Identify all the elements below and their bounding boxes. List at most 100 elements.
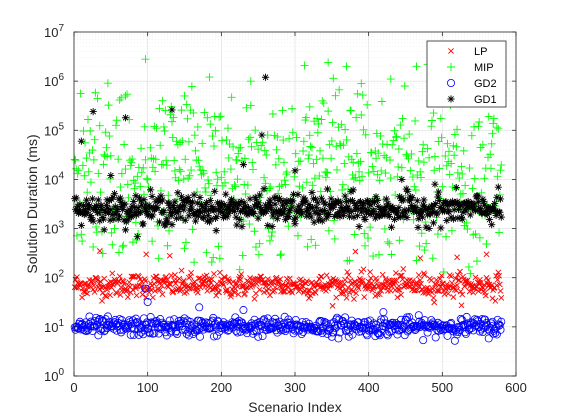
point-mip [78, 237, 87, 246]
point-gd2 [367, 321, 376, 330]
point-gd1 [425, 224, 433, 233]
point-gd1 [176, 203, 184, 211]
point-mip [458, 189, 467, 198]
point-gd2 [374, 329, 383, 338]
point-gd1 [227, 197, 235, 205]
point-gd2 [131, 314, 140, 323]
point-mip [307, 235, 316, 244]
point-lp [485, 277, 491, 284]
point-gd1 [367, 201, 375, 209]
point-gd1 [239, 161, 248, 169]
x-tick-label: 200 [210, 380, 232, 395]
point-gd1 [126, 206, 134, 214]
point-gd1 [306, 210, 314, 218]
point-gd2 [313, 326, 322, 335]
point-gd1 [303, 204, 312, 212]
point-gd1 [168, 221, 176, 229]
point-mip [201, 188, 210, 197]
point-mip [220, 167, 229, 176]
point-mip [267, 232, 276, 241]
point-mip [330, 216, 339, 225]
point-gd1 [205, 206, 213, 214]
point-mip [373, 170, 382, 179]
point-lp [429, 289, 435, 296]
point-gd2 [495, 321, 504, 330]
point-gd2 [262, 318, 271, 327]
point-gd1 [355, 222, 363, 231]
point-gd1 [101, 207, 109, 215]
point-mip [302, 113, 311, 122]
point-gd1 [354, 212, 362, 220]
point-gd1 [426, 210, 435, 218]
point-lp [89, 277, 96, 284]
point-lp [458, 302, 465, 309]
point-mip [478, 140, 487, 149]
point-gd1 [308, 188, 316, 197]
point-mip [400, 81, 409, 90]
legend-label-gd2: GD2 [474, 78, 497, 90]
point-gd1 [237, 197, 245, 205]
point-gd1 [364, 198, 372, 206]
point-lp [337, 285, 343, 292]
point-gd1 [143, 207, 151, 215]
y-tick-exponent: 7 [58, 23, 64, 34]
point-gd1 [130, 197, 138, 205]
point-mip [260, 173, 269, 182]
point-gd1 [282, 200, 290, 208]
point-mip [260, 146, 269, 155]
point-gd2 [233, 328, 242, 337]
point-mip [128, 155, 137, 164]
point-mip [416, 167, 425, 176]
point-mip [423, 144, 432, 153]
point-gd1 [96, 203, 105, 211]
point-mip [314, 119, 323, 128]
point-lp [457, 268, 463, 275]
point-gd1 [384, 199, 392, 207]
point-gd1 [491, 199, 499, 208]
point-mip [450, 130, 459, 139]
point-mip [273, 132, 282, 141]
point-mip [325, 140, 334, 149]
point-gd2 [145, 328, 154, 337]
point-mip [222, 135, 231, 144]
point-gd1 [188, 206, 196, 214]
point-gd1 [454, 214, 462, 222]
point-lp [393, 277, 400, 284]
point-mip [202, 248, 211, 257]
point-mip [392, 132, 401, 141]
y-tick-exponent: 1 [58, 318, 64, 329]
point-mip [315, 171, 324, 180]
point-gd2 [112, 326, 121, 335]
point-gd1 [286, 207, 294, 215]
point-lp [367, 275, 374, 282]
point-mip [131, 179, 140, 188]
point-gd1 [284, 212, 292, 220]
point-lp [437, 275, 444, 282]
point-gd1 [77, 137, 85, 145]
point-gd1 [281, 205, 289, 213]
point-mip [90, 135, 99, 144]
point-gd1 [305, 200, 313, 209]
point-lp [426, 287, 432, 294]
legend-marker-gd2 [446, 79, 455, 88]
point-gd1 [169, 201, 178, 210]
point-gd1 [264, 221, 272, 230]
point-gd1 [401, 206, 409, 214]
point-lp [126, 279, 133, 286]
point-gd1 [215, 202, 223, 210]
point-gd1 [106, 216, 114, 224]
point-gd1 [190, 191, 198, 199]
point-mip [354, 159, 363, 168]
point-mip [150, 122, 159, 131]
point-gd1 [289, 190, 298, 198]
point-mip [139, 163, 148, 172]
point-mip [400, 134, 409, 143]
point-mip [489, 119, 498, 128]
point-mip [357, 110, 366, 119]
point-gd1 [326, 200, 334, 209]
point-lp [234, 283, 241, 290]
point-mip [117, 169, 126, 178]
point-mip [231, 182, 240, 191]
point-gd2 [239, 306, 248, 315]
point-lp [197, 284, 204, 291]
